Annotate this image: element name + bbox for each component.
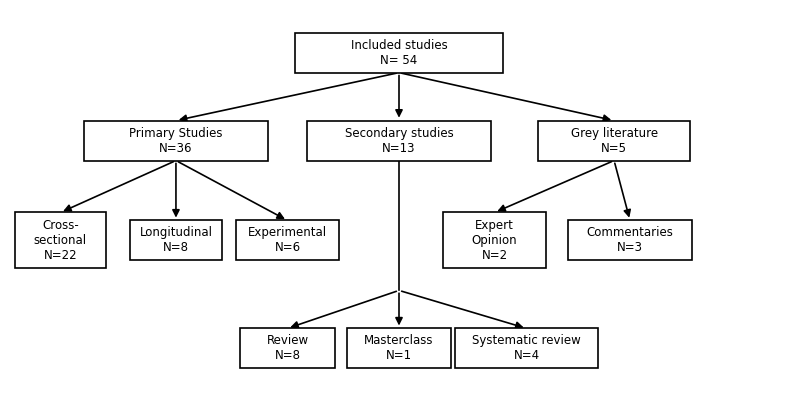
Text: Cross-
sectional
N=22: Cross- sectional N=22: [34, 219, 87, 262]
FancyBboxPatch shape: [307, 121, 491, 160]
FancyBboxPatch shape: [130, 221, 222, 260]
Text: Primary Studies
N=36: Primary Studies N=36: [129, 127, 223, 154]
FancyBboxPatch shape: [539, 121, 689, 160]
Text: Systematic review
N=4: Systematic review N=4: [472, 334, 581, 363]
FancyBboxPatch shape: [568, 221, 692, 260]
FancyBboxPatch shape: [85, 121, 267, 160]
FancyBboxPatch shape: [443, 213, 547, 268]
Text: Commentaries
N=3: Commentaries N=3: [587, 227, 674, 255]
FancyBboxPatch shape: [235, 221, 339, 260]
Text: Longitudinal
N=8: Longitudinal N=8: [140, 227, 212, 255]
Text: Expert
Opinion
N=2: Expert Opinion N=2: [472, 219, 517, 262]
Text: Experimental
N=6: Experimental N=6: [248, 227, 327, 255]
FancyBboxPatch shape: [239, 328, 335, 369]
FancyBboxPatch shape: [14, 213, 106, 268]
Text: Review
N=8: Review N=8: [267, 334, 309, 363]
Text: Grey literature
N=5: Grey literature N=5: [571, 127, 658, 154]
FancyBboxPatch shape: [347, 328, 451, 369]
Text: Secondary studies
N=13: Secondary studies N=13: [345, 127, 453, 154]
Text: Masterclass
N=1: Masterclass N=1: [364, 334, 434, 363]
Text: Included studies
N= 54: Included studies N= 54: [350, 38, 448, 67]
FancyBboxPatch shape: [455, 328, 598, 369]
FancyBboxPatch shape: [295, 32, 503, 73]
